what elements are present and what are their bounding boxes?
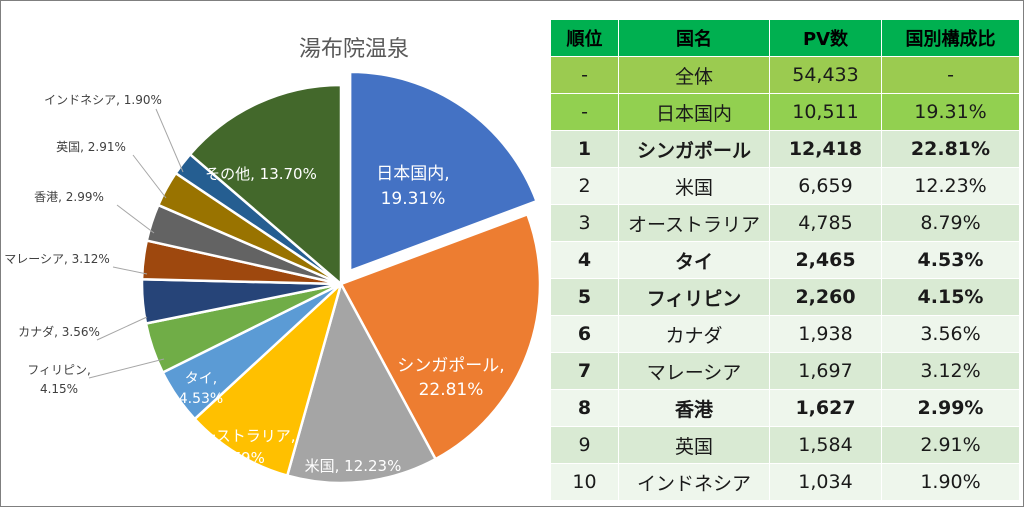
cell-share: 2.91% [881,426,1020,464]
leader-line [96,316,148,341]
table-header-row: 順位 国名 PV数 国別構成比 [550,19,1020,57]
cell-pv: 1,627 [769,389,882,427]
cell-rank: 3 [550,204,619,242]
cell-share: 12.23% [881,167,1020,205]
cell-country: インドネシア [618,463,770,501]
table-row: 5 フィリピン 2,260 4.15% [550,278,1020,316]
data-label: 香港, 2.99% [34,190,104,204]
table-row: 6 カナダ 1,938 3.56% [550,315,1020,353]
cell-rank: - [550,56,619,94]
cell-pv: 12,418 [769,130,882,168]
table-row: 10 インドネシア 1,034 1.90% [550,463,1020,501]
cell-rank: 1 [550,130,619,168]
cell-pv: 1,697 [769,352,882,390]
cell-pv: 2,260 [769,278,882,316]
cell-share: - [881,56,1020,94]
data-label: シンガポール, 22.81% [397,356,504,400]
ranking-table: 順位 国名 PV数 国別構成比 - 全体 54,433 - - 日本国内 10,… [550,19,1020,504]
cell-share: 4.53% [881,241,1020,279]
cell-country: 米国 [618,167,770,205]
data-label: その他, 13.70% [205,165,317,183]
data-label: 日本国内, 19.31% [376,164,449,209]
cell-rank: 7 [550,352,619,390]
table-row: 2 米国 6,659 12.23% [550,167,1020,205]
cell-country: マレーシア [618,352,770,390]
cell-rank: 6 [550,315,619,353]
pie-chart: 日本国内, 19.31% シンガポール, 22.81% 米国, 12.23% オーストラリ… [4,70,542,485]
leader-line [88,358,165,379]
data-label: 米国, 12.23% [305,457,402,475]
data-label: マレーシア, 3.12% [4,252,110,266]
data-label: オーストラリア, 8.79% [186,427,295,467]
table-row-total: - 全体 54,433 - [550,56,1020,94]
cell-rank: 9 [550,426,619,464]
cell-rank: - [550,93,619,131]
table-row: 9 英国 1,584 2.91% [550,426,1020,464]
data-label: フィリピン, 4.15% [27,363,91,396]
header-rank: 順位 [550,19,619,57]
cell-pv: 2,465 [769,241,882,279]
cell-pv: 1,034 [769,463,882,501]
pie-slice [188,83,343,287]
cell-country: フィリピン [618,278,770,316]
cell-pv: 4,785 [769,204,882,242]
cell-share: 3.12% [881,352,1020,390]
data-label: タイ, 4.53% [179,371,223,407]
cell-country: 全体 [618,56,770,94]
cell-country: 日本国内 [618,93,770,131]
table-row-domestic: - 日本国内 10,511 19.31% [550,93,1020,131]
cell-share: 19.31% [881,93,1020,131]
leader-line [132,154,167,199]
cell-country: 香港 [618,389,770,427]
cell-share: 3.56% [881,315,1020,353]
header-pv: PV数 [769,19,882,57]
cell-country: タイ [618,241,770,279]
leader-line [112,266,148,275]
leader-line [155,108,184,173]
header-share: 国別構成比 [881,19,1020,57]
cell-rank: 10 [550,463,619,501]
cell-pv: 54,433 [769,56,882,94]
table-row: 7 マレーシア 1,697 3.12% [550,352,1020,390]
pie-slice [285,280,438,485]
data-label: 英国, 2.91% [56,140,126,154]
cell-pv: 6,659 [769,167,882,205]
cell-pv: 1,938 [769,315,882,353]
pie-slice [348,70,539,273]
cell-share: 2.99% [881,389,1020,427]
cell-share: 8.79% [881,204,1020,242]
cell-pv: 1,584 [769,426,882,464]
data-label: インドネシア, 1.90% [44,93,162,107]
header-country: 国名 [618,19,770,57]
data-label: カナダ, 3.56% [18,324,100,339]
cell-rank: 8 [550,389,619,427]
chart-title: 湯布院温泉 [298,37,409,62]
cell-share: 1.90% [881,463,1020,501]
cell-country: 英国 [618,426,770,464]
pie-slice [339,212,542,461]
cell-rank: 4 [550,241,619,279]
cell-share: 4.15% [881,278,1020,316]
cell-country: シンガポール [618,130,770,168]
cell-country: オーストラリア [618,204,770,242]
cell-rank: 2 [550,167,619,205]
leader-line [116,204,155,234]
pie-slice [192,280,344,478]
table-row: 3 オーストラリア 4,785 8.79% [550,204,1020,242]
table-row: 4 タイ 2,465 4.53% [550,241,1020,279]
cell-country: カナダ [618,315,770,353]
cell-pv: 10,511 [769,93,882,131]
cell-rank: 5 [550,278,619,316]
cell-share: 22.81% [881,130,1020,168]
table-row: 8 香港 1,627 2.99% [550,389,1020,427]
table-row: 1 シンガポール 12,418 22.81% [550,130,1020,168]
